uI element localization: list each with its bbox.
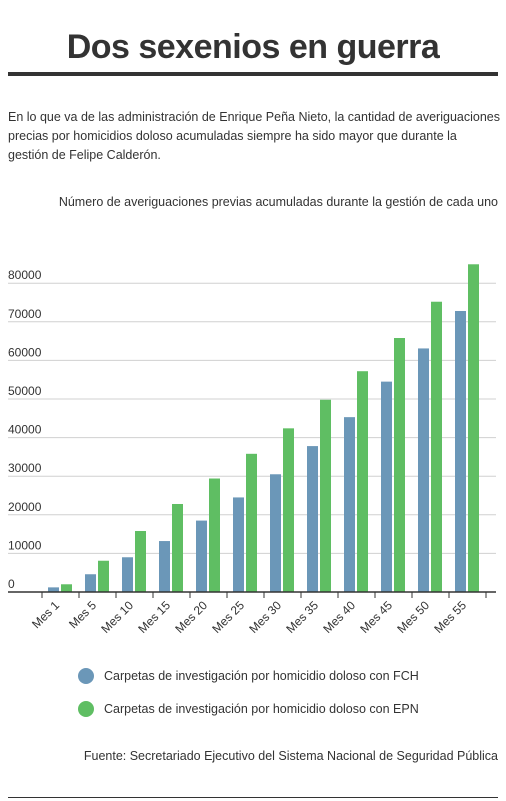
bar-fch bbox=[48, 587, 59, 592]
bar-epn bbox=[394, 338, 405, 592]
bar-fch bbox=[307, 446, 318, 592]
bar-fch bbox=[196, 520, 207, 592]
bar-fch bbox=[85, 574, 96, 592]
x-tick-label: Mes 10 bbox=[98, 598, 136, 636]
bar-epn bbox=[98, 560, 109, 592]
bar-fch bbox=[418, 348, 429, 592]
legend-item-fch[interactable]: Carpetas de investigación por homicidio … bbox=[78, 666, 419, 686]
x-tick-label: Mes 55 bbox=[431, 598, 469, 636]
y-tick-label: 80000 bbox=[8, 268, 42, 282]
legend-label-fch: Carpetas de investigación por homicidio … bbox=[104, 669, 419, 683]
bottom-rule bbox=[8, 797, 498, 798]
source-note: Fuente: Secretariado Ejecutivo del Siste… bbox=[83, 749, 498, 763]
y-tick-label: 20000 bbox=[8, 500, 42, 514]
title-rule bbox=[8, 72, 498, 76]
y-tick-label: 10000 bbox=[8, 538, 42, 552]
bar-epn bbox=[172, 503, 183, 592]
bar-epn bbox=[320, 399, 331, 592]
legend-label-epn: Carpetas de investigación por homicidio … bbox=[104, 702, 419, 716]
y-tick-label: 50000 bbox=[8, 384, 42, 398]
intro-text: En lo que va de las administración de En… bbox=[8, 110, 500, 162]
y-tick-label: 0 bbox=[8, 577, 15, 591]
y-tick-label: 60000 bbox=[8, 345, 42, 359]
legend-item-epn[interactable]: Carpetas de investigación por homicidio … bbox=[78, 699, 419, 719]
bars bbox=[48, 264, 479, 592]
x-tick-label: Mes 40 bbox=[320, 598, 358, 636]
y-tick-label: 70000 bbox=[8, 307, 42, 321]
legend-dot-fch bbox=[78, 668, 94, 684]
x-tick-label: Mes 5 bbox=[66, 598, 99, 631]
bar-fch bbox=[381, 381, 392, 592]
x-tick-label: Mes 50 bbox=[394, 598, 432, 636]
bar-epn bbox=[61, 584, 72, 592]
bar-epn bbox=[357, 371, 368, 592]
bar-fch bbox=[455, 310, 466, 592]
bar-epn bbox=[246, 453, 257, 592]
x-tick-label: Mes 20 bbox=[172, 598, 210, 636]
bar-fch bbox=[344, 417, 355, 592]
bar-epn bbox=[283, 428, 294, 592]
bar-epn bbox=[468, 264, 479, 592]
x-tick-label: Mes 30 bbox=[246, 598, 284, 636]
x-tick-label: Mes 35 bbox=[283, 598, 321, 636]
legend: Carpetas de investigación por homicidio … bbox=[78, 666, 419, 732]
legend-dot-epn bbox=[78, 701, 94, 717]
y-tick-label: 40000 bbox=[8, 423, 42, 437]
chart-subtitle: Número de averiguaciones previas acumula… bbox=[58, 195, 498, 209]
x-tick-label: Mes 1 bbox=[29, 598, 62, 631]
bar-fch bbox=[270, 474, 281, 592]
x-tick-label: Mes 45 bbox=[357, 598, 395, 636]
page-title: Dos sexenios en guerra bbox=[66, 28, 440, 66]
bar-epn bbox=[209, 478, 220, 592]
x-tick-label: Mes 25 bbox=[209, 598, 247, 636]
bar-epn bbox=[135, 531, 146, 592]
y-tick-label: 30000 bbox=[8, 461, 42, 475]
bar-chart: 0 10000 20000 30000 40000 50000 60000 70000 8000… bbox=[8, 264, 496, 636]
y-axis-ticks: 0 10000 20000 30000 40000 50000 60000 70000 8000… bbox=[8, 268, 42, 591]
bar-epn bbox=[431, 301, 442, 592]
x-tick-label: Mes 15 bbox=[135, 598, 173, 636]
x-axis-ticks: Mes 1 Mes 5 Mes 10 Mes 15 Mes 20 Mes 25 Mes 30… bbox=[29, 592, 487, 636]
bar-fch bbox=[122, 557, 133, 592]
bar-fch bbox=[233, 497, 244, 592]
bar-fch bbox=[159, 541, 170, 592]
